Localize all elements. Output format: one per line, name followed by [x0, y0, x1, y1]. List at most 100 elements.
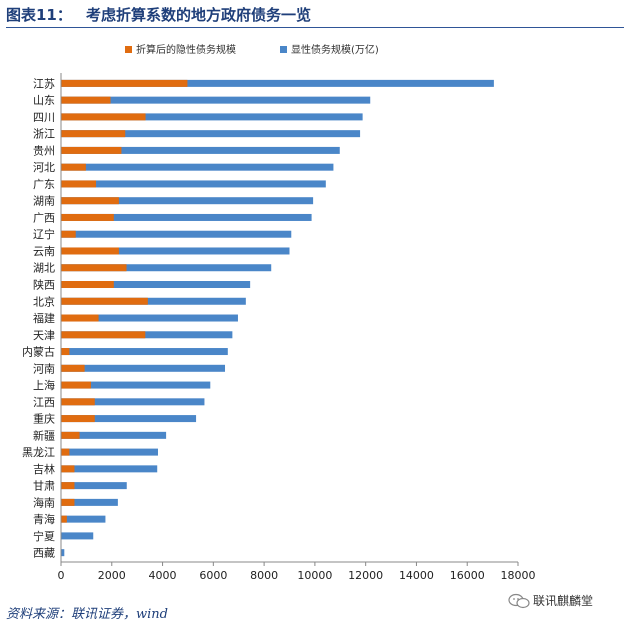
bar [61, 498, 75, 506]
bar [61, 331, 233, 339]
bar [61, 415, 95, 423]
bar [61, 515, 106, 523]
header-rule [6, 27, 624, 28]
bar [61, 398, 95, 406]
bar [61, 96, 111, 104]
category-label: 重庆 [33, 412, 55, 426]
bar [61, 197, 314, 205]
bar [61, 364, 226, 372]
bar [61, 448, 70, 456]
category-label: 湖北 [33, 262, 55, 275]
bar [61, 431, 80, 439]
bar [61, 146, 340, 154]
category-label: 浙江 [33, 128, 55, 141]
category-label: 辽宁 [33, 227, 55, 241]
bar [61, 247, 290, 255]
bar [61, 314, 238, 322]
category-label: 江西 [33, 396, 55, 409]
x-tick-label: 12000 [348, 569, 383, 582]
bar [61, 130, 361, 138]
category-label: 内蒙古 [22, 345, 55, 359]
x-tick-label: 2000 [98, 569, 126, 582]
bar [61, 113, 146, 121]
category-label: 上海 [33, 378, 55, 392]
bar [61, 398, 205, 406]
category-labels: 江苏山东四川浙江贵州河北广东湖南广西辽宁云南湖北陕西北京福建天津内蒙古河南上海江… [22, 77, 55, 559]
x-tick-label: 8000 [250, 569, 278, 582]
bar [61, 264, 127, 272]
bar-chart: 折算后的隐性债务规模 显性债务规模(万亿) 江苏山东四川浙江贵州河北广东湖南广西辽… [22, 43, 536, 582]
x-tick-label: 14000 [399, 569, 434, 582]
bar [61, 532, 94, 540]
category-label: 宁夏 [33, 529, 55, 543]
category-label: 吉林 [33, 462, 55, 476]
legend-label: 显性债务规模(万亿) [291, 43, 379, 56]
bar [61, 79, 188, 87]
x-tick-label: 16000 [450, 569, 485, 582]
figure-header: 图表11： 考虑折算系数的地方政府债务一览 [0, 0, 630, 28]
bar [61, 180, 97, 188]
bar [61, 163, 86, 171]
bar [61, 482, 75, 490]
bar [61, 381, 211, 389]
x-tick-label: 4000 [149, 569, 177, 582]
category-label: 四川 [33, 111, 55, 124]
bar [61, 297, 246, 305]
bar [61, 264, 272, 272]
legend-label: 折算后的隐性债务规模 [136, 43, 236, 56]
category-label: 陕西 [33, 278, 55, 292]
bar [61, 498, 118, 506]
legend-swatch [125, 46, 132, 53]
category-label: 云南 [33, 245, 55, 258]
category-label: 山东 [33, 94, 55, 107]
bar [61, 113, 363, 121]
x-tick-label: 18000 [501, 569, 536, 582]
category-label: 福建 [33, 311, 55, 325]
category-label: 青海 [33, 512, 55, 526]
watermark: 联讯麒麟堂 [508, 592, 593, 609]
bar [61, 448, 158, 456]
x-tick-label: 0 [58, 569, 65, 582]
legend-swatch [280, 46, 287, 53]
figure-number: 图表11： [6, 6, 72, 24]
x-tick-labels: 0 2000 4000 6000 8000 10000 12000 14000 16000 180… [58, 562, 536, 582]
category-label: 黑龙江 [22, 446, 55, 459]
x-tick-label: 6000 [199, 569, 227, 582]
category-label: 新疆 [33, 428, 55, 442]
bar [61, 230, 76, 238]
bar [61, 281, 114, 288]
bar [61, 213, 312, 221]
category-label: 湖南 [33, 195, 55, 208]
bar [61, 415, 197, 423]
bar [61, 146, 122, 154]
category-label: 甘肃 [33, 480, 55, 493]
category-label: 河南 [33, 362, 55, 375]
category-label: 河北 [33, 161, 55, 174]
category-label: 贵州 [33, 144, 55, 157]
bar [61, 314, 99, 322]
category-label: 广西 [33, 211, 55, 224]
bar [61, 197, 119, 205]
figure-title: 考虑折算系数的地方政府债务一览 [86, 6, 312, 24]
bar [61, 348, 70, 356]
bar [61, 465, 158, 473]
chart-legend: 折算后的隐性债务规模 显性债务规模(万亿) [125, 43, 379, 56]
bar [61, 230, 292, 238]
bar [61, 281, 251, 288]
bar [61, 549, 65, 557]
bar [61, 180, 326, 188]
category-label: 海南 [33, 495, 55, 509]
category-label: 天津 [33, 329, 55, 342]
bar [61, 96, 371, 104]
bar [61, 130, 126, 138]
wechat-icon [508, 593, 530, 608]
bar [61, 213, 114, 221]
category-label: 西藏 [33, 547, 55, 560]
category-label: 广东 [33, 178, 55, 191]
bar [61, 247, 119, 255]
bar [61, 431, 167, 439]
bar [61, 364, 85, 372]
bar [61, 297, 148, 305]
x-tick-label: 10000 [297, 569, 332, 582]
category-label: 江苏 [33, 77, 55, 90]
